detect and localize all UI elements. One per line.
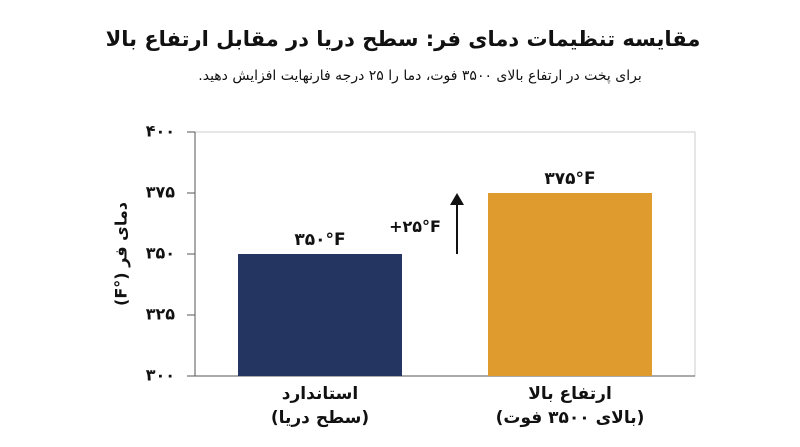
chart-title: مقایسه تنظیمات دمای فر: سطح دریا در مقاب… [106,27,701,51]
x-tick-label: استاندارد (سطح دریا) [270,384,370,428]
value-label: ۳۷۵°F [544,169,595,189]
chart-subtitle: برای پخت در ارتفاع بالای ۳۵۰۰ فوت، دما ر… [198,68,641,84]
y-axis-label: دمای فر (°F) [112,202,131,306]
y-tick-label: ۳۰۰ [146,366,175,385]
bar [488,193,652,376]
y-tick-label: ۴۰۰ [146,122,175,141]
y-tick-label: ۳۲۵ [146,305,176,324]
bar [238,254,402,376]
annotation-arrowhead [450,193,464,205]
x-tick-label: ارتفاع بالا (بالای ۳۵۰۰ فوت) [495,384,645,428]
annotation: +۲۵°F [389,217,441,236]
y-tick-label: ۳۷۵ [146,183,176,202]
y-tick-label: ۳۵۰ [146,244,175,263]
value-label: ۳۵۰°F [294,230,345,250]
